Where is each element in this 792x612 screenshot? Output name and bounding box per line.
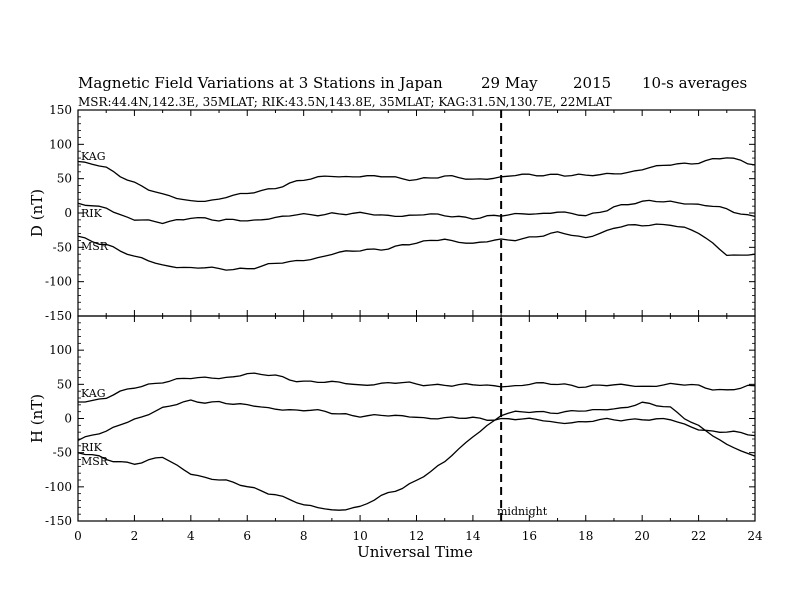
chart-date: 29 May bbox=[481, 74, 538, 92]
h-series-rik bbox=[77, 399, 756, 441]
x-tick-label: 22 bbox=[691, 529, 706, 543]
d-series-kag bbox=[77, 157, 756, 203]
x-tick-label: 20 bbox=[635, 529, 650, 543]
d-series-label-rik: RIK bbox=[81, 207, 103, 220]
d-series-label-kag: KAG bbox=[81, 150, 106, 163]
x-tick-label: 0 bbox=[74, 529, 82, 543]
d-series-msr bbox=[77, 223, 756, 271]
d-series-rik bbox=[77, 199, 756, 225]
d-component-panel: 150 100 50 0 -50 -100 -150 D (nT) KAG RIK MSR bbox=[28, 103, 756, 323]
d-y-axis-label: D (nT) bbox=[28, 189, 46, 237]
h-series-msr bbox=[77, 401, 756, 511]
h-ytick-label: -100 bbox=[45, 480, 72, 494]
h-series-label-kag: KAG bbox=[81, 387, 106, 400]
midnight-label: midnight bbox=[497, 505, 548, 518]
d-ytick-label: 50 bbox=[57, 172, 72, 186]
d-panel-frame bbox=[77, 109, 756, 317]
h-ytick-label: -50 bbox=[53, 446, 72, 460]
x-tick-label: 16 bbox=[522, 529, 537, 543]
d-series-label-msr: MSR bbox=[81, 240, 109, 253]
x-tick-label: 12 bbox=[409, 529, 424, 543]
station-info: MSR:44.4N,142.3E, 35MLAT; RIK:43.5N,143.… bbox=[78, 95, 612, 109]
x-tick-label: 18 bbox=[578, 529, 593, 543]
d-ytick-label: 150 bbox=[49, 103, 72, 117]
h-ytick-label: 100 bbox=[49, 343, 72, 357]
x-tick-label: 2 bbox=[131, 529, 139, 543]
d-ytick-label: -150 bbox=[45, 309, 72, 323]
h-ytick-label: 0 bbox=[64, 412, 72, 426]
d-ytick-label: -50 bbox=[53, 240, 72, 254]
d-ytick-label: -100 bbox=[45, 275, 72, 289]
x-tick-label: 14 bbox=[465, 529, 481, 543]
h-series-label-msr: MSR bbox=[81, 455, 109, 468]
h-ytick-label: 50 bbox=[57, 377, 72, 391]
d-ytick-label: 0 bbox=[64, 206, 72, 220]
h-ytick-label: -150 bbox=[45, 514, 72, 528]
x-tick-label: 24 bbox=[747, 529, 763, 543]
x-tick-label: 8 bbox=[300, 529, 308, 543]
h-series-label-rik: RIK bbox=[81, 441, 103, 454]
x-axis-label: Universal Time bbox=[357, 543, 473, 561]
h-y-axis-label: H (nT) bbox=[28, 394, 46, 443]
d-ytick-label: 100 bbox=[49, 137, 72, 151]
h-series-kag bbox=[78, 372, 756, 403]
h-panel-frame bbox=[77, 315, 756, 522]
chart-title: Magnetic Field Variations at 3 Stations … bbox=[78, 74, 443, 92]
x-tick-label: 10 bbox=[352, 529, 367, 543]
x-tick-label: 6 bbox=[243, 529, 251, 543]
chart-year: 2015 bbox=[573, 74, 611, 92]
x-tick-label: 4 bbox=[187, 529, 195, 543]
chart-averaging: 10-s averages bbox=[642, 74, 747, 92]
